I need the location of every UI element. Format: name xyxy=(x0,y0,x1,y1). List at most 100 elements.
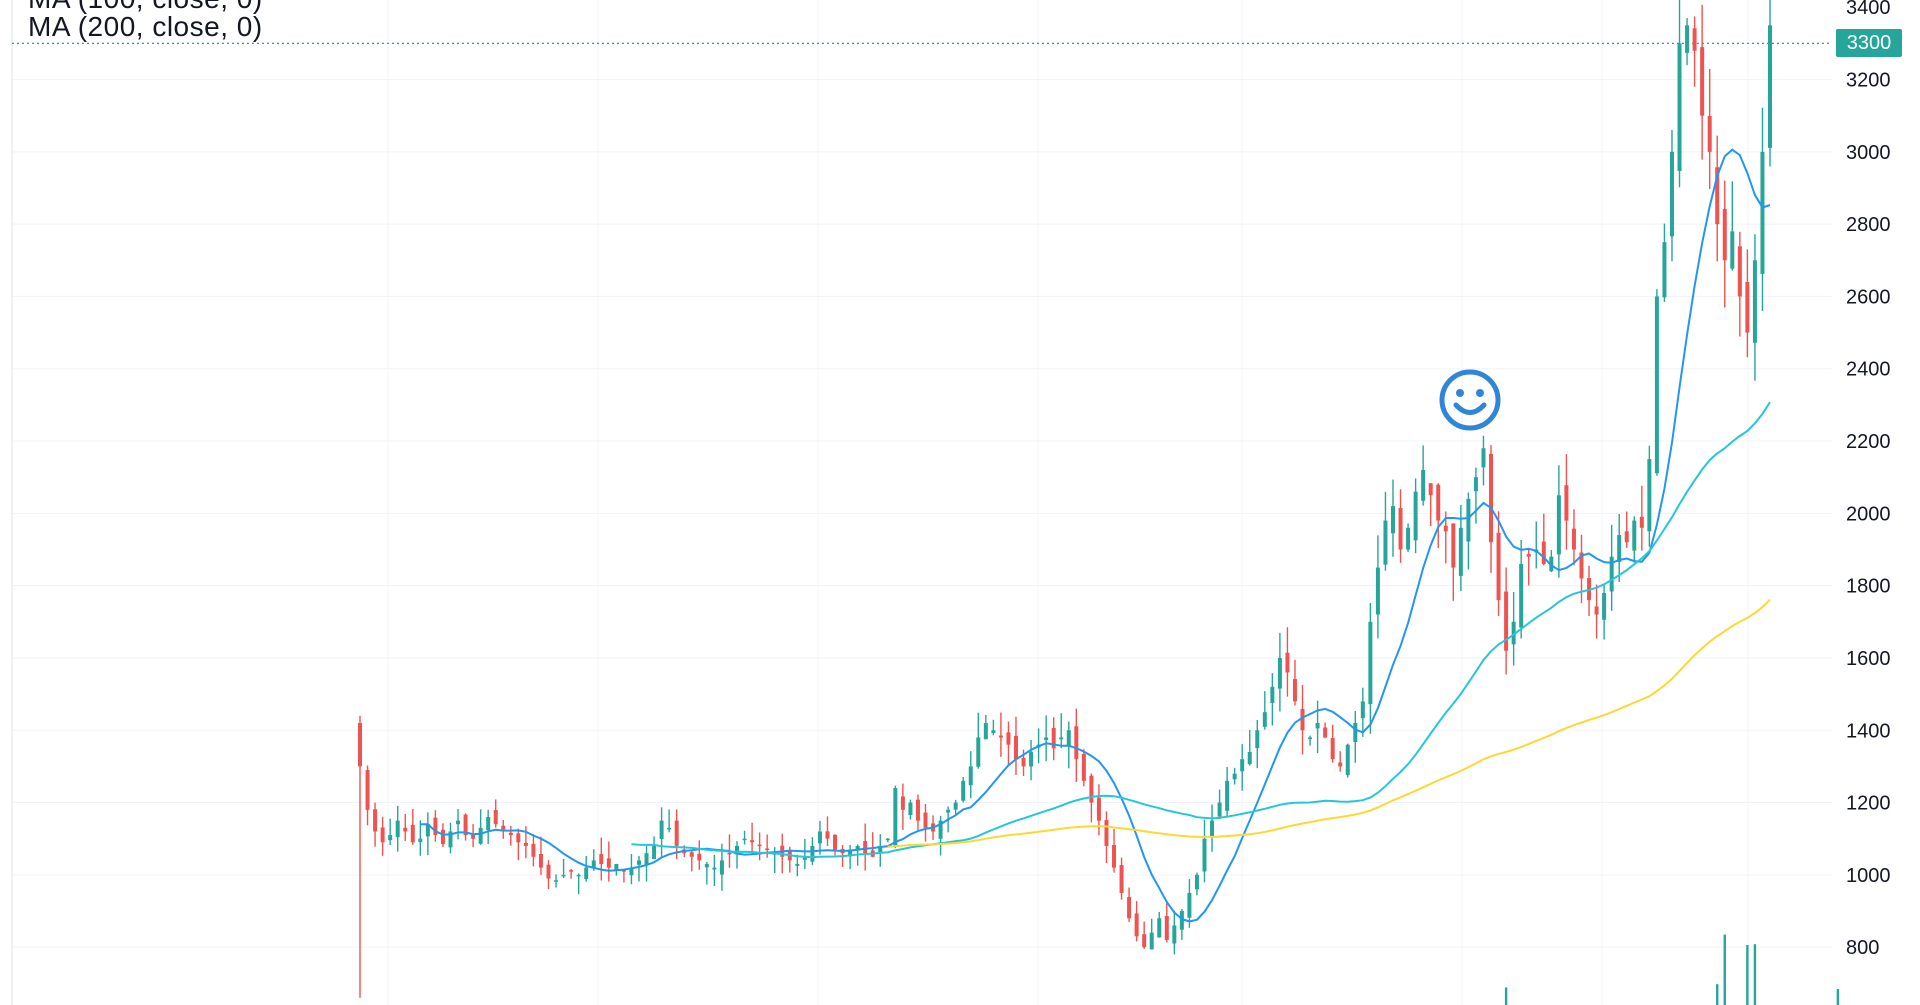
candle-body xyxy=(727,852,732,855)
candle-body xyxy=(1074,726,1079,760)
candle-body xyxy=(523,842,528,846)
candle-body xyxy=(1330,738,1335,760)
candle-body xyxy=(1398,508,1403,550)
candle-body xyxy=(1428,483,1433,496)
candle-body xyxy=(1225,780,1230,811)
candle-body xyxy=(599,854,604,865)
candle-body xyxy=(1602,592,1607,620)
moving-average-layer xyxy=(12,42,1832,923)
candle-body xyxy=(1179,911,1184,930)
candle-body xyxy=(1617,535,1622,562)
candle-body xyxy=(1051,727,1056,749)
candle-body xyxy=(1466,498,1471,542)
price-tick-label: 1000 xyxy=(1846,865,1891,887)
candle-body xyxy=(1270,686,1275,703)
legend-ma100[interactable]: MA (100, close, 0) xyxy=(28,0,263,14)
candle-body xyxy=(938,820,943,839)
candle-body xyxy=(1255,730,1260,749)
candle-body xyxy=(1013,735,1018,760)
candle-body xyxy=(1496,532,1501,601)
candle-body xyxy=(621,870,626,872)
candle-body xyxy=(1752,260,1757,343)
candle-body xyxy=(1021,757,1026,767)
price-tick-label: 2600 xyxy=(1846,286,1891,308)
candle-body xyxy=(1119,865,1124,893)
candle-body xyxy=(689,852,694,857)
candle-body xyxy=(795,864,800,866)
candle-body xyxy=(1443,525,1448,532)
candle-body xyxy=(659,820,664,840)
candle-body xyxy=(1383,520,1388,565)
candle-body xyxy=(584,867,589,879)
candle-body xyxy=(765,848,770,850)
candle-layer xyxy=(358,0,1772,998)
candle-body xyxy=(1368,621,1373,705)
candle-body xyxy=(946,809,951,813)
price-tick-label: 2000 xyxy=(1846,503,1891,525)
candle-body xyxy=(1194,874,1199,890)
candle-body xyxy=(1308,737,1313,740)
candle-body xyxy=(923,812,928,828)
legend-ma200[interactable]: MA (200, close, 0) xyxy=(28,11,263,42)
candle-body xyxy=(1662,242,1667,298)
candle-body xyxy=(1232,773,1237,780)
candle-body xyxy=(1594,606,1599,615)
candle-body xyxy=(1481,448,1486,468)
price-axis[interactable]: 800 1000 1200 1400 1600 1800 2000 2200 2400 2600 2… xyxy=(1846,0,1891,959)
candle-body xyxy=(1338,762,1343,767)
candle-body xyxy=(1104,820,1109,846)
candle-body xyxy=(501,825,506,832)
candle-body xyxy=(1692,28,1697,51)
candle-body xyxy=(983,723,988,740)
candle-body xyxy=(1240,759,1245,772)
candle-body xyxy=(1737,246,1742,297)
candle-body xyxy=(1247,751,1252,765)
candle-body xyxy=(667,827,672,830)
candle-body xyxy=(810,845,815,862)
candle-body xyxy=(1458,527,1463,576)
candle-body xyxy=(1489,453,1494,543)
candle-body xyxy=(961,780,966,801)
candle-body xyxy=(538,853,543,868)
candle-body xyxy=(863,840,868,854)
candle-body xyxy=(365,769,370,810)
candle-body xyxy=(471,834,476,839)
candle-body xyxy=(757,844,762,847)
candle-body xyxy=(735,845,740,855)
ma200-line xyxy=(887,598,1771,848)
candle-body xyxy=(1700,47,1705,116)
ma-short-line xyxy=(420,148,1771,923)
candle-body xyxy=(636,860,641,865)
candle-body xyxy=(712,867,717,870)
candle-body xyxy=(1669,151,1674,237)
candle-body xyxy=(1300,708,1305,731)
candle-body xyxy=(885,838,890,841)
candle-body xyxy=(817,831,822,844)
candle-body xyxy=(893,788,898,847)
volume-bar xyxy=(1504,987,1508,1005)
candle-body xyxy=(825,831,830,839)
volume-bar xyxy=(1746,945,1749,1005)
candle-body xyxy=(1089,775,1094,803)
candle-body xyxy=(403,827,408,832)
candle-body xyxy=(1134,913,1139,937)
candle-body xyxy=(1406,527,1411,550)
candle-body xyxy=(1390,506,1395,534)
candle-body xyxy=(1564,485,1569,521)
candle-body xyxy=(1722,208,1727,261)
candle-body xyxy=(1096,797,1101,821)
candle-body xyxy=(358,723,362,767)
candle-body xyxy=(1375,567,1380,615)
candle-body xyxy=(1519,563,1524,628)
candle-body xyxy=(1360,701,1365,719)
candle-body xyxy=(1112,845,1117,868)
candle-body xyxy=(478,827,483,844)
volume-layer xyxy=(1504,934,1840,1005)
grid-layer xyxy=(11,0,1832,1005)
ma100-line xyxy=(631,401,1771,859)
candle-body xyxy=(1571,528,1576,550)
smiley-face-icon[interactable] xyxy=(1438,368,1502,432)
candle-body xyxy=(1285,652,1290,673)
